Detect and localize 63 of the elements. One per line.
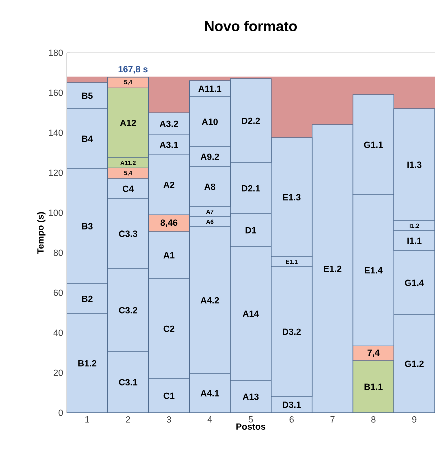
data-label: D2.1 — [242, 185, 260, 192]
x-tick-label: 6 — [290, 416, 294, 423]
data-label: A4.2 — [200, 297, 220, 304]
data-label: A11.1 — [198, 86, 222, 92]
data-label: C3.2 — [119, 307, 138, 314]
data-label: 7,4 — [368, 350, 380, 358]
data-label: I1.3 — [408, 162, 422, 168]
x-tick-label: 1 — [86, 416, 90, 423]
y-tick-label: 60 — [54, 290, 64, 296]
ref-line-label: 167,8 s — [118, 66, 148, 74]
data-label: I1.1 — [408, 238, 422, 244]
y-tick-label: 80 — [54, 250, 64, 256]
data-label: B3 — [82, 223, 93, 230]
data-label: A14 — [242, 310, 260, 318]
data-label: A3.2 — [160, 120, 178, 128]
chart-title: Novo formato — [205, 20, 298, 32]
x-tick-label: 7 — [330, 416, 335, 423]
data-label: 8,46 — [160, 220, 178, 228]
data-label: G1.4 — [405, 280, 424, 286]
data-label: A10 — [202, 118, 218, 126]
data-label: A4.1 — [200, 390, 220, 397]
data-label: A2 — [164, 182, 175, 188]
y-tick-label: 40 — [54, 330, 64, 336]
data-label: B1.2 — [78, 360, 97, 367]
data-label: C1 — [164, 392, 175, 400]
x-tick-label: 8 — [372, 416, 376, 423]
data-label: G1.2 — [405, 360, 424, 368]
y-tick-label: 140 — [49, 130, 64, 136]
data-label: E1.2 — [324, 266, 342, 272]
data-label: A13 — [242, 394, 259, 400]
data-label: A3.1 — [160, 142, 178, 148]
y-tick-label: 0 — [58, 410, 64, 416]
data-label: D3.1 — [283, 402, 302, 408]
data-label: C3.1 — [119, 379, 138, 386]
data-label: B1.1 — [364, 384, 383, 390]
data-label: E1.4 — [365, 268, 383, 274]
data-label: C3.3 — [119, 230, 138, 238]
data-label: A12 — [120, 120, 136, 126]
data-label: D1 — [246, 227, 256, 234]
data-label: C2 — [164, 326, 175, 332]
data-label: B2 — [82, 296, 93, 302]
data-label: A1 — [164, 252, 175, 259]
data-label: B4 — [82, 136, 94, 142]
y-tick-label: 20 — [54, 370, 64, 376]
data-label: G1.1 — [364, 142, 384, 148]
y-tick-label: 120 — [49, 170, 64, 176]
data-label: A9.2 — [200, 154, 220, 160]
x-tick-label: 5 — [248, 416, 254, 423]
x-tick-label: 3 — [167, 416, 172, 423]
y-tick-label: 180 — [49, 50, 64, 56]
y-tick-label: 100 — [49, 210, 64, 216]
x-tick-label: 4 — [208, 416, 212, 423]
data-label: D2.2 — [242, 118, 260, 124]
y-axis-title: Tempo (s) — [37, 212, 46, 254]
data-label: B5 — [82, 92, 93, 100]
x-axis-title: Postos — [236, 424, 266, 430]
data-label: C4 — [122, 186, 134, 192]
data-label: E1.3 — [283, 194, 301, 201]
data-label: A8 — [204, 184, 216, 190]
x-tick-label: 9 — [412, 416, 417, 423]
y-tick-label: 160 — [49, 90, 64, 96]
data-label: D3.2 — [283, 328, 301, 336]
x-tick-label: 2 — [126, 416, 130, 423]
